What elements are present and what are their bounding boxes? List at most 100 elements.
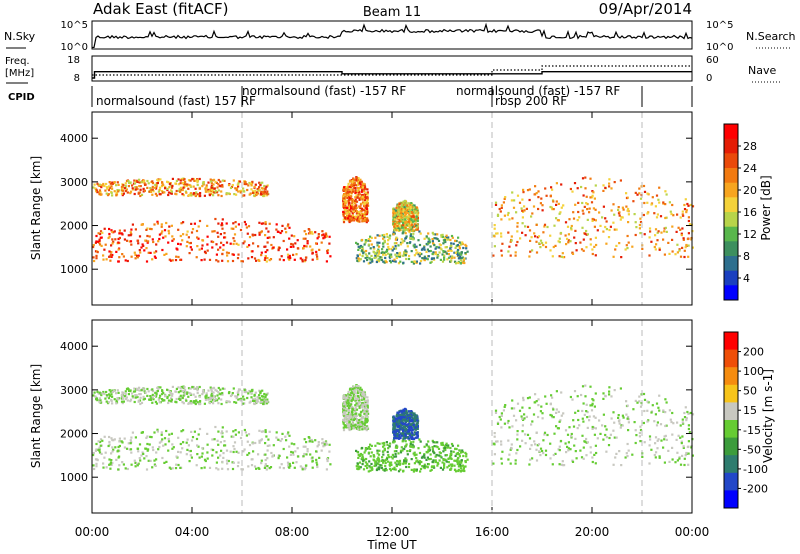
velocity-cell	[409, 420, 412, 423]
velocity-cell	[110, 393, 113, 396]
power-cell	[681, 210, 684, 213]
velocity-cell	[419, 470, 422, 473]
velocity-cell	[418, 463, 421, 466]
velocity-cell	[671, 411, 674, 415]
power-cell	[354, 191, 357, 194]
power-cell	[605, 228, 608, 231]
power-cell	[400, 205, 403, 208]
velocity-cell	[671, 458, 674, 461]
velocity-cell	[140, 401, 144, 404]
velocity-cell	[397, 412, 400, 415]
velocity-cell	[377, 467, 380, 470]
power-cell	[221, 185, 224, 188]
velocity-cell	[602, 397, 605, 400]
power-cell	[415, 228, 418, 231]
velocity-cell	[400, 419, 403, 422]
power-cell	[529, 250, 532, 253]
power-cell	[258, 186, 261, 189]
power-cell	[102, 258, 105, 261]
velocity-cell	[432, 441, 435, 444]
velocity-cell	[181, 396, 184, 400]
velocity-cell	[403, 416, 406, 419]
velocity-cell	[258, 441, 261, 444]
velocity-cell	[551, 463, 554, 466]
velocity-cell	[348, 425, 351, 428]
power-cell	[405, 223, 408, 226]
velocity-cell	[302, 445, 305, 448]
velocity-cell	[343, 413, 346, 416]
power-cell	[428, 241, 432, 244]
power-cell	[346, 197, 349, 200]
power-cell	[241, 260, 244, 263]
velocity-cell	[253, 402, 256, 405]
power-cell	[342, 214, 345, 217]
velocity-cell	[258, 429, 261, 432]
velocity-cell	[399, 418, 402, 421]
power-cell	[146, 227, 149, 230]
velocity-cell	[328, 450, 331, 453]
velocity-cell	[142, 395, 145, 398]
power-cell	[620, 256, 623, 259]
velocity-cell	[348, 421, 351, 424]
velocity-cell	[383, 447, 386, 450]
velocity-cell	[188, 402, 191, 405]
power-cell	[317, 233, 320, 236]
velocity-cell	[364, 426, 367, 429]
velocity-cell	[358, 399, 361, 402]
power-cell	[413, 219, 416, 222]
velocity-cell	[233, 401, 236, 404]
velocity-cell	[383, 444, 386, 447]
power-cell	[434, 251, 437, 254]
power-cell	[248, 236, 252, 239]
velocity-cell	[461, 450, 464, 454]
power-cell	[234, 187, 237, 190]
power-cell	[397, 216, 401, 219]
power-cell	[691, 205, 695, 208]
velocity-cell	[181, 447, 184, 450]
power-cell	[427, 242, 430, 245]
power-cell	[493, 227, 496, 230]
power-cell	[304, 237, 307, 240]
velocity-cell	[227, 392, 231, 395]
velocity-cell	[190, 402, 193, 405]
power-cell	[677, 226, 680, 229]
velocity-cell	[401, 420, 404, 423]
velocity-cell	[401, 411, 404, 414]
power-cell	[591, 252, 594, 256]
velocity-cell	[541, 449, 544, 453]
power-cell	[395, 214, 398, 217]
power-cell	[444, 250, 447, 253]
power-ytick-label: 2000	[60, 220, 88, 233]
power-cell	[405, 220, 408, 223]
velocity-cell	[212, 402, 215, 405]
velocity-cell	[617, 416, 620, 419]
velocity-cell	[344, 398, 347, 401]
velocity-cell	[235, 450, 238, 453]
velocity-cell	[388, 464, 392, 467]
power-cell	[450, 234, 454, 238]
power-cell	[383, 236, 386, 239]
power-cell	[220, 224, 223, 227]
velocity-cell	[686, 445, 689, 449]
power-cell	[138, 178, 141, 181]
power-cell	[111, 181, 114, 184]
power-cell	[258, 231, 261, 234]
velocity-cell	[400, 416, 403, 419]
power-cell	[649, 230, 652, 233]
power-cell	[399, 210, 402, 213]
power-cell	[366, 188, 369, 191]
velocity-cell	[412, 423, 415, 426]
velocity-cell	[415, 453, 418, 456]
velocity-cell	[175, 401, 178, 404]
velocity-cell	[442, 443, 445, 447]
velocity-cell	[153, 431, 156, 434]
power-cell	[149, 190, 153, 193]
velocity-cell	[523, 413, 526, 416]
power-cell	[392, 214, 395, 217]
velocity-cell	[415, 436, 418, 439]
velocity-cell	[399, 437, 402, 440]
velocity-cell	[322, 441, 325, 444]
power-cell	[209, 188, 212, 191]
power-cell	[402, 220, 405, 223]
power-cell	[160, 185, 164, 188]
